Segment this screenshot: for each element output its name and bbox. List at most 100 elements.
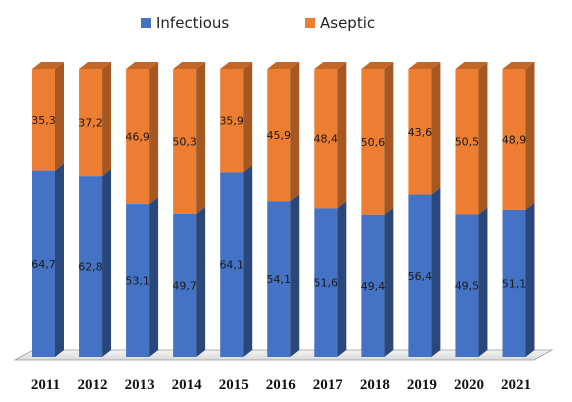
bar-top-aseptic-2016 <box>267 62 300 69</box>
bar-top-aseptic-2011 <box>32 62 64 69</box>
bar-side-infectious-2017 <box>337 201 347 357</box>
data-label-aseptic-2016: 45,9 <box>267 129 292 142</box>
data-label-infectious-2013: 53,1 <box>125 275 150 288</box>
bar-top-aseptic-2017 <box>314 62 347 69</box>
data-label-infectious-2011: 64,7 <box>31 258 56 271</box>
bar-side-infectious-2011 <box>55 163 64 357</box>
data-label-infectious-2017: 51,6 <box>314 277 339 290</box>
bar-top-aseptic-2012 <box>79 62 112 69</box>
bar-side-aseptic-2020 <box>478 62 488 215</box>
bar-side-aseptic-2014 <box>196 62 206 214</box>
bar-side-aseptic-2013 <box>149 62 159 205</box>
bar-side-infectious-2014 <box>196 206 206 357</box>
bar-side-aseptic-2021 <box>525 62 535 210</box>
bar-side-aseptic-2018 <box>384 62 394 215</box>
x-tick-label-2019: 2019 <box>407 377 437 393</box>
bar-side-aseptic-2019 <box>431 62 441 195</box>
bar-segment-infectious-2017 <box>314 208 338 357</box>
data-label-infectious-2020: 49,5 <box>455 280 480 293</box>
data-label-infectious-2019: 56,4 <box>408 270 433 283</box>
bar-segment-aseptic-2017 <box>314 69 338 209</box>
bar-top-aseptic-2013 <box>126 62 159 69</box>
bar-side-infectious-2013 <box>149 197 159 357</box>
bar-side-infectious-2021 <box>525 202 535 357</box>
bar-segment-aseptic-2020 <box>455 69 479 215</box>
bar-segment-infectious-2016 <box>267 201 291 357</box>
x-tick-label-2012: 2012 <box>78 377 108 393</box>
bar-side-infectious-2015 <box>243 165 253 357</box>
bar-2014: 49,7 50,3 <box>172 62 206 357</box>
bar-segment-aseptic-2012 <box>79 69 103 177</box>
bar-top-aseptic-2015 <box>220 62 253 69</box>
bar-segment-aseptic-2016 <box>267 69 291 202</box>
bar-side-infectious-2018 <box>384 207 394 357</box>
bar-top-aseptic-2021 <box>502 62 535 69</box>
bar-side-infectious-2016 <box>290 194 300 357</box>
x-tick-label-2014: 2014 <box>172 377 203 393</box>
bar-side-aseptic-2015 <box>243 62 253 173</box>
data-label-infectious-2012: 62,8 <box>78 261 103 274</box>
bar-2019: 56,4 43,6 <box>408 62 441 357</box>
bar-2015: 64,1 35,9 <box>219 62 253 357</box>
bar-side-aseptic-2012 <box>102 62 112 177</box>
data-label-infectious-2016: 54,1 <box>267 273 292 286</box>
bar-segment-aseptic-2011 <box>32 69 55 171</box>
data-label-infectious-2014: 49,7 <box>172 279 197 292</box>
bar-2012: 62,8 37,2 <box>78 62 112 357</box>
bar-side-aseptic-2011 <box>55 62 64 171</box>
bar-segment-infectious-2021 <box>502 209 526 357</box>
bar-segment-aseptic-2021 <box>502 69 526 210</box>
bar-segment-aseptic-2013 <box>126 69 150 205</box>
x-tick-label-2018: 2018 <box>360 377 390 393</box>
bar-2016: 54,1 45,9 <box>267 62 300 357</box>
data-label-aseptic-2021: 48,9 <box>502 133 527 146</box>
bar-segment-aseptic-2019 <box>408 69 432 195</box>
bar-top-aseptic-2014 <box>173 62 206 69</box>
bar-side-infectious-2012 <box>102 169 112 357</box>
bar-segment-infectious-2015 <box>220 172 244 357</box>
x-tick-label-2020: 2020 <box>454 377 484 393</box>
bar-segment-infectious-2018 <box>361 214 385 357</box>
x-tick-label-2016: 2016 <box>266 377 297 393</box>
legend-label-aseptic: Aseptic <box>320 14 375 32</box>
bar-segment-aseptic-2014 <box>173 69 197 214</box>
data-label-aseptic-2013: 46,9 <box>125 131 150 144</box>
x-axis-ticks: 2011 2012 2013 2014 2015 2016 2017 2018 2019 2020… <box>31 377 531 393</box>
bar-segment-aseptic-2018 <box>361 69 385 215</box>
bar-segment-infectious-2020 <box>455 214 479 357</box>
legend-swatch-infectious <box>141 18 151 28</box>
bar-2013: 53,1 46,9 <box>125 62 159 357</box>
data-label-aseptic-2017: 48,4 <box>314 133 339 146</box>
bar-segment-infectious-2012 <box>79 176 103 357</box>
bar-side-infectious-2019 <box>431 187 441 357</box>
bar-top-aseptic-2020 <box>455 62 488 69</box>
bar-2018: 49,4 50,6 <box>361 62 394 357</box>
bar-segment-infectious-2011 <box>32 170 55 357</box>
data-label-infectious-2015: 64,1 <box>219 259 244 272</box>
x-tick-label-2011: 2011 <box>31 377 60 393</box>
legend-swatch-aseptic <box>305 18 315 28</box>
bars-group: 64,7 35,3 62,8 37,2 53,1 46,9 49,7 50,3 64,1 35,9… <box>31 62 535 357</box>
bar-segment-infectious-2019 <box>408 194 432 357</box>
bar-segment-infectious-2013 <box>126 204 150 357</box>
data-label-aseptic-2019: 43,6 <box>408 126 433 139</box>
bar-side-aseptic-2017 <box>337 62 347 209</box>
legend: Infectious Aseptic <box>141 14 375 32</box>
x-tick-label-2013: 2013 <box>125 377 155 393</box>
x-tick-label-2021: 2021 <box>501 377 531 393</box>
data-label-aseptic-2014: 50,3 <box>172 135 197 148</box>
data-label-aseptic-2012: 37,2 <box>78 117 103 130</box>
bar-segment-infectious-2014 <box>173 213 197 357</box>
data-label-infectious-2018: 49,4 <box>361 280 386 293</box>
bar-top-aseptic-2018 <box>361 62 394 69</box>
bar-2017: 51,6 48,4 <box>314 62 347 357</box>
data-label-infectious-2021: 51,1 <box>502 277 527 290</box>
legend-label-infectious: Infectious <box>156 14 229 32</box>
bar-side-infectious-2020 <box>478 207 488 357</box>
x-tick-label-2017: 2017 <box>313 377 344 393</box>
bar-2011: 64,7 35,3 <box>31 62 64 357</box>
data-label-aseptic-2015: 35,9 <box>219 115 244 128</box>
data-label-aseptic-2018: 50,6 <box>361 136 386 149</box>
bar-side-aseptic-2016 <box>290 62 300 202</box>
